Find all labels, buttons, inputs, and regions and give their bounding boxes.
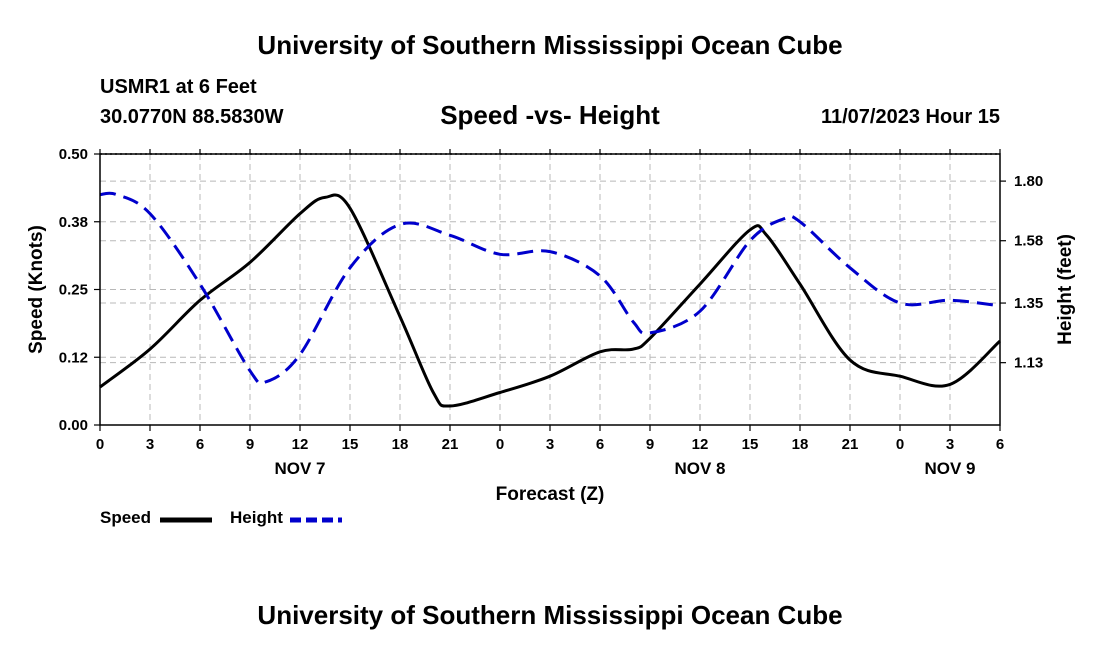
footer-title: University of Southern Mississippi Ocean… (257, 600, 843, 630)
x-tick-label: 3 (146, 436, 154, 453)
axes: 0 3 6 9 12 15 18 21 0 3 6 9 12 15 18 21 0 3 6 NOV 7 NOV 8 NOV… (59, 146, 1043, 478)
y-tick-label: 0.12 (59, 349, 88, 366)
height-series-line (99, 191, 1001, 386)
x-tick-label: 0 (896, 436, 904, 453)
y2-tick-label: 1.58 (1014, 233, 1043, 250)
y2-tick-label: 1.80 (1014, 173, 1043, 190)
y2-tick-label: 1.13 (1014, 355, 1043, 372)
y-axis-label: Speed (Knots) (26, 225, 47, 354)
station-coordinates: 30.0770N 88.5830W (100, 106, 284, 128)
date-label: NOV 7 (274, 459, 325, 478)
y-tick-label: 0.38 (59, 214, 88, 231)
y2-tick-label: 1.35 (1014, 295, 1043, 312)
x-tick-label: 6 (196, 436, 204, 453)
date-label: NOV 9 (924, 459, 975, 478)
grid (100, 154, 1000, 425)
legend-height-label: Height (230, 508, 283, 527)
x-tick-label: 3 (946, 436, 954, 453)
y-tick-label: 0.00 (59, 417, 88, 434)
x-axis-label: Forecast (Z) (496, 484, 605, 505)
station-label: USMR1 at 6 Feet (100, 76, 257, 98)
series (99, 191, 1002, 408)
x-tick-label: 6 (996, 436, 1004, 453)
x-tick-label: 9 (246, 436, 254, 453)
y2-axis-label: Height (feet) (1055, 234, 1076, 345)
x-tick-label: 3 (546, 436, 554, 453)
y-tick-label: 0.50 (59, 146, 88, 163)
forecast-date-hour: 11/07/2023 Hour 15 (820, 106, 1000, 128)
x-tick-label: 12 (292, 436, 309, 453)
x-tick-label: 15 (742, 436, 759, 453)
x-tick-label: 21 (442, 436, 459, 453)
legend-speed-label: Speed (100, 508, 152, 527)
x-tick-label: 21 (842, 436, 859, 453)
x-tick-label: 18 (392, 436, 409, 453)
x-tick-label: 0 (96, 436, 104, 453)
speed-series-line (99, 193, 1002, 408)
x-tick-label: 6 (596, 436, 604, 453)
y-tick-label: 0.25 (59, 282, 88, 299)
x-tick-label: 9 (646, 436, 654, 453)
chart-title: Speed -vs- Height (440, 100, 660, 130)
date-label: NOV 8 (674, 459, 725, 478)
x-tick-label: 15 (342, 436, 359, 453)
main-title: University of Southern Mississippi Ocean… (257, 30, 843, 60)
x-tick-label: 18 (792, 436, 809, 453)
x-tick-label: 12 (692, 436, 709, 453)
x-tick-label: 0 (496, 436, 504, 453)
